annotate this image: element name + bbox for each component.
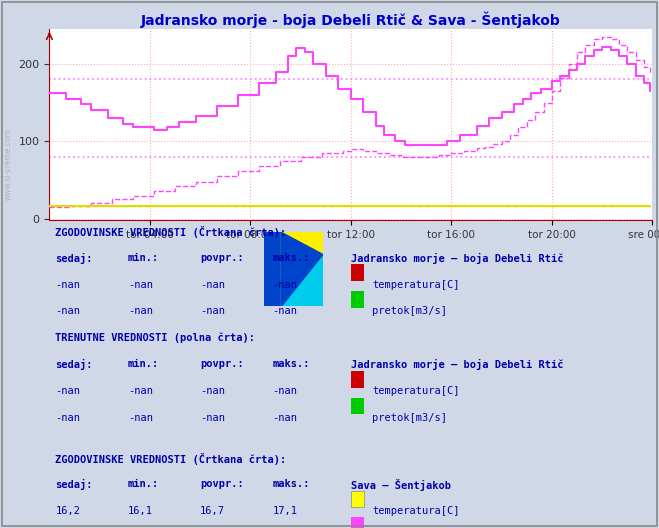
Text: -nan: -nan [55,306,80,316]
Text: pretok[m3/s]: pretok[m3/s] [372,413,447,422]
Text: -nan: -nan [273,280,297,289]
Text: min.:: min.: [128,360,159,370]
Text: -nan: -nan [128,413,153,422]
Bar [351,291,364,308]
Title: Jadransko morje - boja Debeli Rtič & Sava - Šentjakob: Jadransko morje - boja Debeli Rtič & Sav… [141,12,561,28]
Text: maks.:: maks.: [273,253,310,263]
Text: pretok[m3/s]: pretok[m3/s] [372,306,447,316]
Text: TRENUTNE VREDNOSTI (polna črta):: TRENUTNE VREDNOSTI (polna črta): [55,333,256,343]
Bar [281,232,323,306]
Text: ZGODOVINSKE VREDNOSTI (Črtkana črta):: ZGODOVINSKE VREDNOSTI (Črtkana črta): [55,452,287,465]
Text: -nan: -nan [128,386,153,396]
Polygon shape [281,232,323,306]
Text: min.:: min.: [128,479,159,489]
Text: min.:: min.: [128,253,159,263]
Text: -nan: -nan [273,306,297,316]
Text: Jadransko morje – boja Debeli Rtič: Jadransko morje – boja Debeli Rtič [351,253,563,264]
Text: sedaj:: sedaj: [55,253,93,264]
Text: 17,1: 17,1 [273,506,297,516]
Text: -nan: -nan [273,386,297,396]
Text: maks.:: maks.: [273,360,310,370]
Text: sedaj:: sedaj: [55,360,93,371]
Text: -nan: -nan [128,306,153,316]
Text: povpr.:: povpr.: [200,253,244,263]
Text: -nan: -nan [55,386,80,396]
Text: -nan: -nan [200,413,225,422]
Text: 16,7: 16,7 [200,506,225,516]
Text: -nan: -nan [55,280,80,289]
Text: Sava – Šentjakob: Sava – Šentjakob [351,479,451,491]
Text: sedaj:: sedaj: [55,479,93,490]
Text: -nan: -nan [200,306,225,316]
Text: -nan: -nan [273,413,297,422]
Text: 16,1: 16,1 [128,506,153,516]
Text: -nan: -nan [200,280,225,289]
Text: -nan: -nan [55,413,80,422]
Bar [351,517,364,528]
Bar [351,371,364,388]
Text: povpr.:: povpr.: [200,479,244,489]
Text: -nan: -nan [200,386,225,396]
Bar [351,398,364,414]
Text: maks.:: maks.: [273,479,310,489]
Text: temperatura[C]: temperatura[C] [372,506,459,516]
Text: Jadransko morje – boja Debeli Rtič: Jadransko morje – boja Debeli Rtič [351,360,563,371]
Bar [351,491,364,507]
Text: ZGODOVINSKE VREDNOSTI (Črtkana črta):: ZGODOVINSKE VREDNOSTI (Črtkana črta): [55,227,287,238]
Polygon shape [281,254,323,306]
Bar [351,265,364,281]
Text: 16,2: 16,2 [55,506,80,516]
Text: temperatura[C]: temperatura[C] [372,386,459,396]
Text: temperatura[C]: temperatura[C] [372,280,459,289]
Text: -nan: -nan [128,280,153,289]
Text: www.si-vreme.com: www.si-vreme.com [4,128,13,200]
Text: povpr.:: povpr.: [200,360,244,370]
